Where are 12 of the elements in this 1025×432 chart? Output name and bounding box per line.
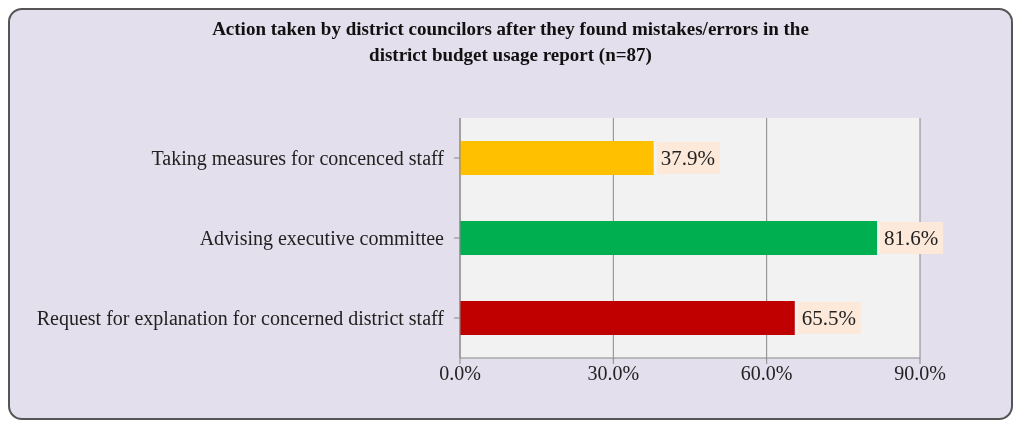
data-label: 37.9% — [660, 146, 715, 170]
data-label: 81.6% — [884, 226, 939, 250]
bar — [460, 301, 795, 335]
x-tick-label: 0.0% — [439, 362, 481, 385]
y-tick-label: Taking measures for concenced staff — [151, 147, 445, 171]
x-tick-label: 30.0% — [587, 362, 640, 385]
y-tick-label: Request for explanation for concerned district staff — [36, 307, 445, 331]
chart-title: Action taken by district councilors after they found mistakes/errors in the district budget usage report (n=87) — [211, 17, 810, 67]
y-tick-label: Advising executive committee — [199, 227, 445, 251]
data-label: 65.5% — [801, 306, 857, 330]
x-tick-label: 90.0% — [894, 362, 946, 385]
x-tick-label: 60.0% — [740, 362, 793, 385]
